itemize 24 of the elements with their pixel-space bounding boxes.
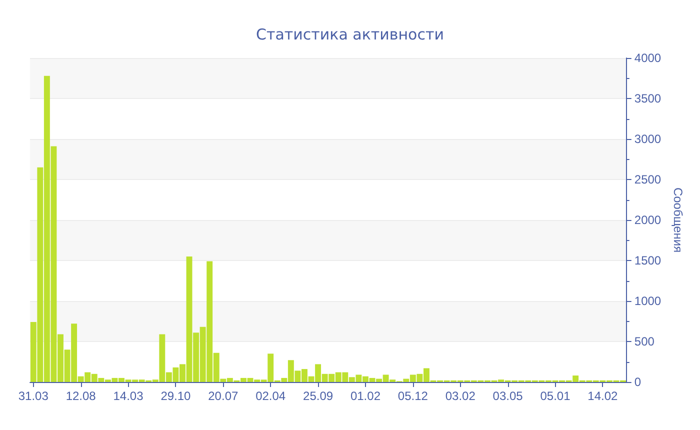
y-tick-label: 3500 [634, 92, 662, 106]
x-tick-label: 12.08 [66, 389, 96, 403]
x-tick-label: 01.02 [350, 389, 381, 403]
x-tick-label: 05.01 [540, 389, 571, 403]
x-tick-label: 14.02 [588, 389, 618, 403]
y-tick-label: 4000 [634, 51, 662, 65]
x-tick-label: 03.02 [445, 389, 476, 403]
y-tick-label: 2500 [634, 172, 662, 186]
x-tick-label: 25.09 [303, 389, 334, 403]
x-tick-label: 14.03 [113, 389, 144, 403]
y-tick-label: 0 [634, 375, 642, 389]
y-tick-label: 2000 [634, 213, 662, 227]
x-tick-label: 02.04 [256, 389, 286, 403]
chart-title: Статистика активности [256, 26, 444, 44]
x-tick-label: 29.10 [160, 389, 192, 403]
y-axis-title: Сообщения [671, 187, 685, 253]
y-tick-label: 1000 [634, 294, 662, 308]
y-tick-label: 3000 [634, 132, 662, 146]
x-tick-label: 20.07 [208, 389, 238, 403]
x-tick-label: 31.03 [18, 389, 49, 403]
y-tick-label: 1500 [634, 254, 662, 268]
x-tick-label: 05.12 [398, 389, 428, 403]
y-tick-label: 500 [634, 334, 655, 348]
x-tick-label: 03.05 [492, 389, 524, 403]
